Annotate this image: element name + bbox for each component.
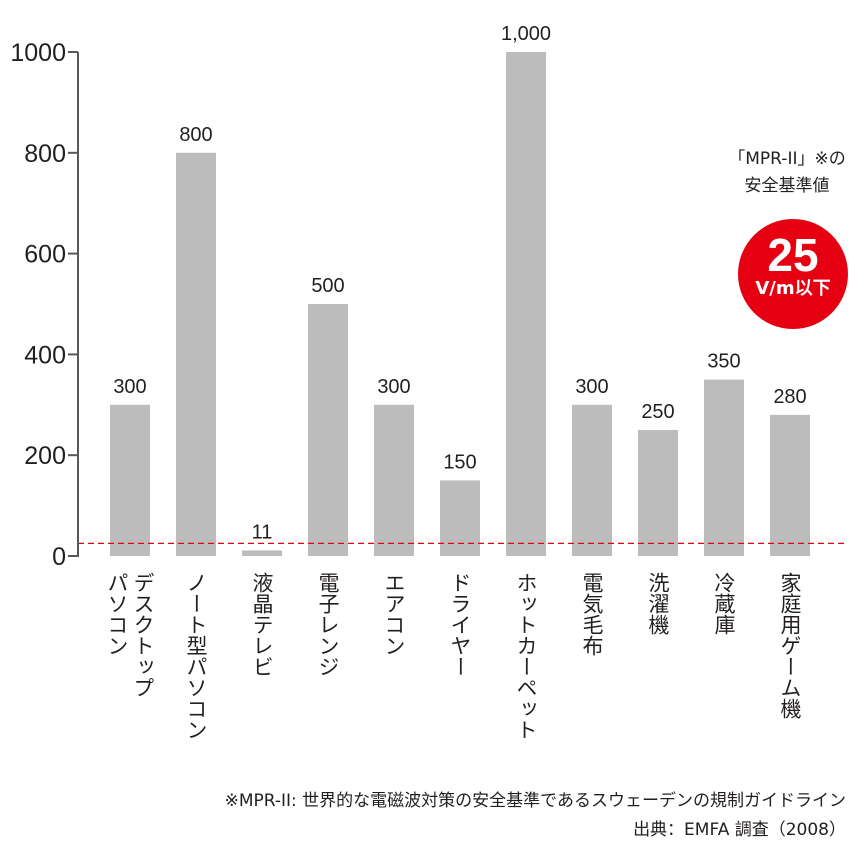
y-tick-label: 600 [24,241,66,269]
category-label: 洗濯機 [646,572,670,635]
bar-value-label: 280 [773,386,806,408]
bar [242,550,282,556]
y-tick-label: 0 [52,543,66,571]
y-tick-label: 400 [24,341,66,369]
y-tick-label: 800 [24,140,66,168]
bar [704,379,744,556]
bar-value-label: 1,000 [501,23,551,45]
bar [770,414,810,556]
safety-standard-value: 25 [767,229,819,281]
bar-value-label: 300 [377,376,410,398]
category-label: デスクトップ [131,572,155,698]
bar [440,480,480,556]
safety-standard-unit: V/m以下 [755,278,831,299]
bar-value-label: 300 [113,376,146,398]
bar-value-label: 250 [641,401,674,423]
category-label: 電気毛布 [580,572,604,656]
bar [572,404,612,556]
category-label: エアコン [382,572,406,656]
bar [506,52,546,556]
bar [176,152,216,557]
bar-value-label: 800 [179,124,212,146]
y-axis-ticks: 0 200 400 600 800 1000 [10,39,78,571]
category-label: パソコン [105,572,129,656]
source-note: 出典：EMFA 調査（2008） [633,820,846,840]
bar [110,404,150,556]
footnote: ※MPR-II: 世界的な電磁波対策の安全基準であるスウェーデンの規制ガイドライ… [224,791,846,811]
value-labels: 300 800 11 500 300 150 1,000 300 250 350 280 [113,23,806,543]
y-tick-label: 200 [24,442,66,470]
category-label: 家庭用ゲーム機 [778,572,802,719]
category-label: ドライヤー [448,572,472,677]
category-label: ノート型パソコン [184,572,208,740]
safety-standard-badge: 25 V/m以下 [738,219,848,329]
safety-standard-caption-line2: 安全基準値 [744,176,830,196]
category-label: ホットカーペット [514,572,538,740]
bar-value-label: 150 [443,451,476,473]
category-label: 電子レンジ [316,572,340,677]
safety-standard-caption-line1: 「MPR-II」※の [728,149,846,169]
bar-value-label: 300 [575,376,608,398]
category-label: 液晶テレビ [250,572,274,677]
bar-value-label: 350 [707,351,740,373]
bar [638,430,678,556]
y-tick-label: 1000 [10,39,66,67]
bar-value-label: 11 [252,521,273,543]
bar [374,404,414,556]
bar [308,304,348,556]
category-label: 冷蔵庫 [712,572,736,635]
safety-standard-caption: 「MPR-II」※の 安全基準値 [722,146,852,200]
bars [110,52,810,557]
bar-value-label: 500 [311,275,344,297]
